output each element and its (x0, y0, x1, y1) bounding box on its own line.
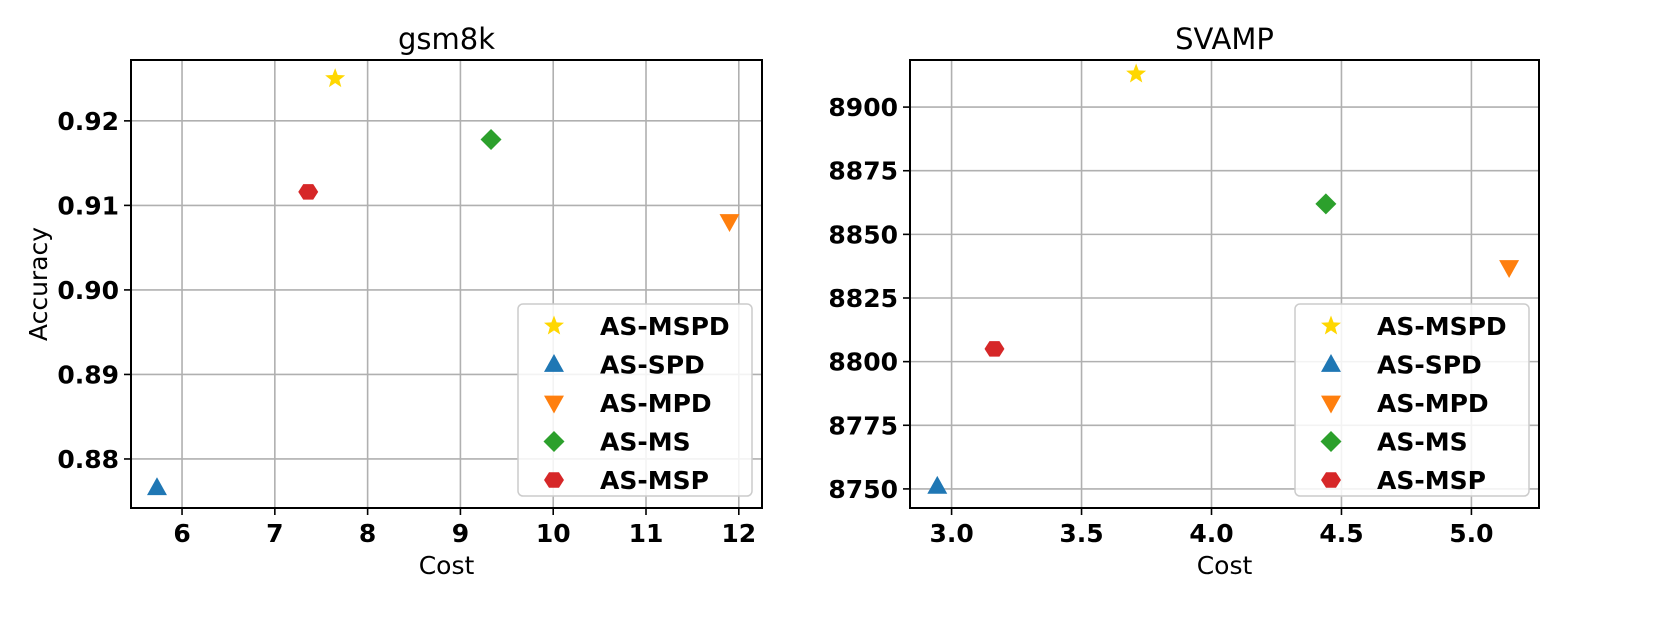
y-tick-label: 0.88 (57, 445, 119, 474)
chart-title: SVAMP (1175, 22, 1274, 56)
legend-label: AS-MPD (600, 389, 712, 418)
x-tick-label: 12 (721, 519, 756, 548)
x-tick-label: 4.5 (1319, 519, 1363, 548)
x-axis-label: Cost (1197, 551, 1253, 580)
point-as-msp (984, 341, 1005, 357)
chart-svamp: 3.0 3.5 4.0 4.5 5.0 0.8750 0.8775 0.8800 0.8825 0… (830, 22, 1540, 580)
x-tick-label: 4.0 (1189, 519, 1233, 548)
point-as-mpd (1499, 260, 1520, 278)
legend-label: AS-MSPD (600, 312, 730, 341)
point-as-msp (298, 184, 319, 200)
y-tick-label: 0.89 (57, 360, 119, 389)
point-as-spd (927, 475, 948, 494)
x-tick-label: 5.0 (1449, 519, 1493, 548)
y-tick-label: 0.8775 (830, 411, 898, 440)
y-tick-label: 0.8850 (830, 220, 898, 249)
legend-label: AS-SPD (600, 351, 705, 380)
grid-lines (131, 60, 762, 508)
data-points (147, 68, 740, 496)
legend-label: AS-MSPD (1377, 312, 1507, 341)
point-as-ms (1315, 193, 1337, 215)
point-as-mpd (719, 214, 740, 232)
legend-marker-as-mpd (1321, 395, 1341, 414)
x-tick-label: 3.0 (929, 519, 973, 548)
chart-gsm8k: 6 7 8 9 10 11 12 0.88 0.89 0.90 0.91 0.92 gsm8k Cost A… (24, 22, 763, 580)
legend-marker-as-spd (1321, 354, 1341, 372)
legend-label: AS-MS (1377, 428, 1468, 457)
y-tick-label: 0.8750 (830, 475, 898, 504)
legend-label: AS-MPD (1377, 389, 1489, 418)
point-as-mspd (1126, 63, 1147, 83)
y-tick-label: 0.90 (57, 276, 119, 305)
x-tick-label: 6 (173, 519, 190, 548)
legend-marker-as-mspd (544, 315, 564, 335)
y-axis-label: Accuracy (24, 227, 53, 341)
y-tick-label: 0.8825 (830, 284, 898, 313)
point-as-ms (480, 128, 502, 150)
plot-frame (130, 59, 763, 509)
legend-marker-as-msp (1321, 472, 1341, 488)
legend-box (517, 303, 753, 497)
legend: AS-MSPD AS-SPD AS-MPD AS-MS AS-MSP (517, 303, 753, 497)
y-tick-label: 0.8875 (830, 157, 898, 186)
y-tick-label: 0.92 (57, 107, 119, 136)
x-tick-label: 8 (359, 519, 376, 548)
x-tick-label: 3.5 (1059, 519, 1103, 548)
y-tick-label: 0.8900 (830, 93, 898, 122)
point-as-spd (147, 477, 167, 496)
legend-marker-as-mpd (544, 395, 564, 414)
point-as-mspd (325, 68, 346, 88)
legend-box (1294, 303, 1530, 497)
y-tick-label: 0.8800 (830, 348, 898, 377)
legend-label: AS-SPD (1377, 351, 1482, 380)
plot-frame (909, 59, 1540, 509)
legend-marker-as-msp (544, 472, 564, 488)
x-tick-label: 7 (266, 519, 283, 548)
legend-marker-as-ms (543, 431, 565, 452)
x-tick-label: 11 (629, 519, 664, 548)
legend-label: AS-MS (600, 428, 691, 457)
data-points (927, 63, 1520, 494)
legend: AS-MSPD AS-SPD AS-MPD AS-MS AS-MSP (1294, 303, 1530, 497)
legend-marker-as-spd (544, 354, 564, 372)
x-tick-label: 10 (536, 519, 571, 548)
y-tick-label: 0.91 (57, 191, 119, 220)
x-axis-label: Cost (419, 551, 475, 580)
legend-marker-as-ms (1320, 431, 1342, 452)
chart-title: gsm8k (398, 22, 495, 56)
legend-label: AS-MSP (600, 466, 709, 495)
legend-marker-as-mspd (1321, 315, 1341, 335)
x-tick-label: 9 (452, 519, 469, 548)
legend-label: AS-MSP (1377, 466, 1486, 495)
